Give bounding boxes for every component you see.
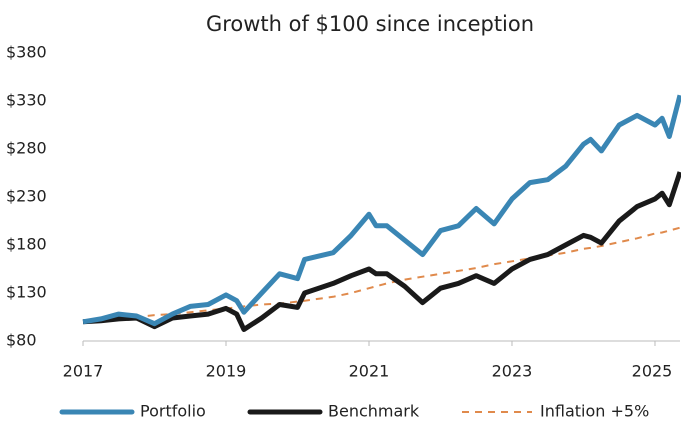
y-tick-label: $380 [6, 43, 47, 62]
series-line [82, 94, 681, 327]
y-tick-label: $180 [6, 235, 47, 254]
series-line [82, 171, 681, 332]
x-tick-label: 2021 [349, 362, 390, 381]
x-tick-label: 2017 [63, 362, 104, 381]
x-tick-label: 2019 [206, 362, 247, 381]
legend-label: Portfolio [140, 402, 206, 421]
series-line [82, 226, 681, 323]
y-tick-label: $280 [6, 139, 47, 158]
x-tick-label: 2023 [492, 362, 533, 381]
legend-label: Benchmark [328, 402, 420, 421]
legend-label: Inflation +5% [540, 402, 649, 421]
y-tick-label: $330 [6, 91, 47, 110]
y-tick-label: $80 [6, 331, 37, 350]
chart-title: Growth of $100 since inception [206, 12, 534, 36]
x-tick-label: 2025 [632, 362, 673, 381]
y-tick-label: $130 [6, 283, 47, 302]
y-tick-label: $230 [6, 187, 47, 206]
